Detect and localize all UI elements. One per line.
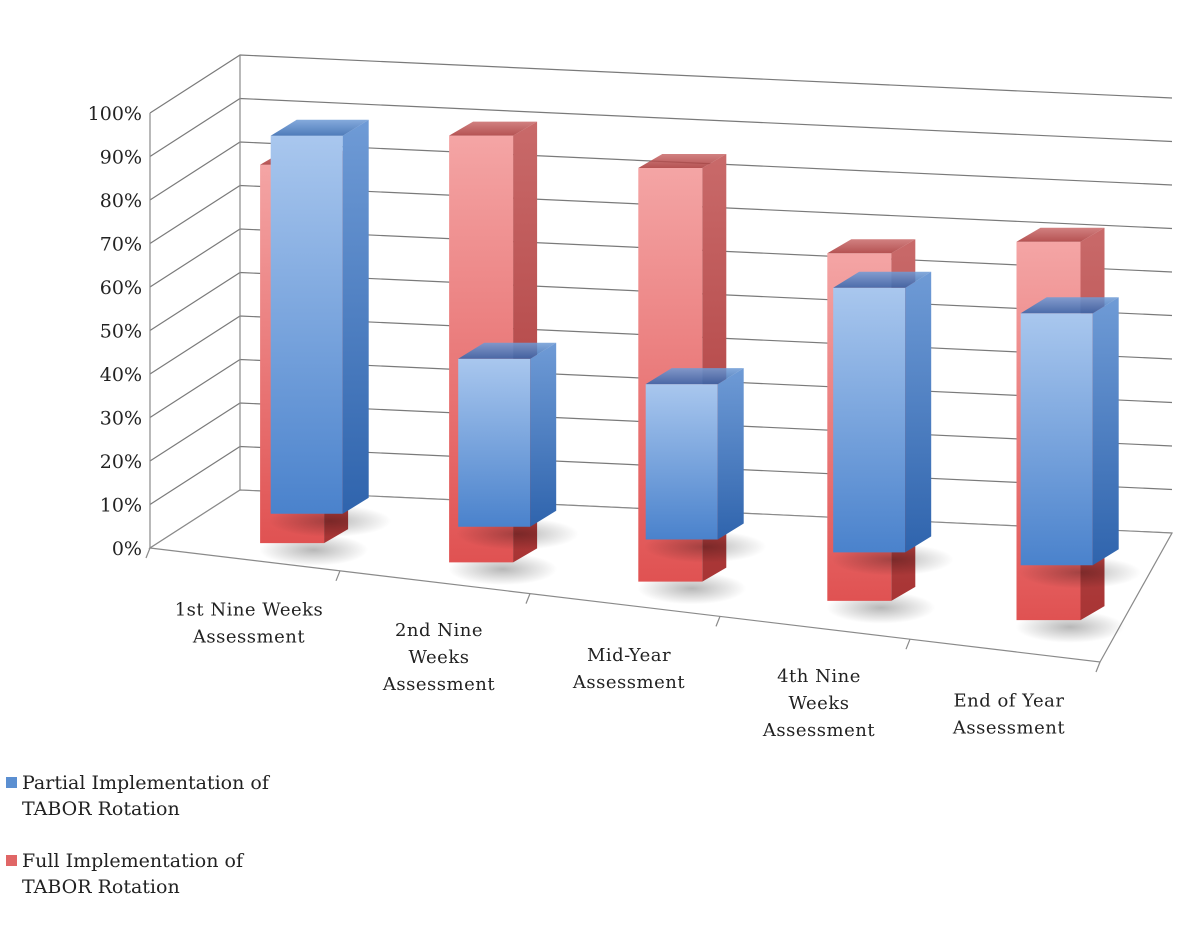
legend-swatch-partial: [6, 777, 17, 788]
x-tick-mark: [335, 570, 341, 582]
y-tick-label: 60%: [100, 277, 142, 299]
bar-top-face: [270, 119, 369, 136]
bar-side-face: [1092, 297, 1119, 566]
x-category-label: 1st Nine Weeks Assessment: [175, 599, 324, 647]
bar-side-face: [905, 271, 932, 553]
x-tick-mark: [1095, 661, 1101, 673]
bar-top-face: [458, 342, 557, 359]
bar-top-face: [1020, 297, 1119, 314]
partial-bar-1[interactable]: [268, 119, 392, 538]
bar-front-face: [270, 135, 343, 514]
bar-side-face: [530, 342, 557, 527]
x-tick-mark: [715, 616, 721, 627]
partial-bar-4[interactable]: [831, 271, 954, 576]
y-tick-label: 100%: [88, 103, 142, 125]
y-tick-label: 40%: [100, 364, 142, 386]
x-tick-mark: [525, 593, 531, 604]
bar-top-face: [645, 368, 744, 385]
partial-implementation-bars: [268, 119, 1142, 589]
legend-item-partial[interactable]: Partial Implementation of TABOR Rotation: [6, 770, 326, 822]
y-tick-label: 80%: [100, 190, 142, 212]
bar-front-face: [458, 358, 531, 527]
x-tick-mark: [145, 547, 151, 559]
y-tick-label: 50%: [100, 321, 142, 343]
bar-top-face: [449, 121, 538, 136]
bar-front-face: [1020, 313, 1093, 566]
bar-top-face: [833, 271, 932, 288]
legend-label-full: Full Implementation of TABOR Rotation: [22, 850, 243, 898]
x-category-label: Mid-Year Assessment: [572, 645, 685, 693]
y-tick-label: 20%: [100, 451, 142, 473]
bar-side-face: [342, 119, 369, 514]
x-tick-mark: [905, 638, 911, 650]
bar-side-face: [717, 368, 744, 540]
y-tick-label: 10%: [100, 495, 142, 517]
legend-item-full[interactable]: Full Implementation of TABOR Rotation: [6, 848, 326, 900]
x-category-label: End of Year Assessment: [952, 691, 1065, 739]
gridline: [149, 54, 1173, 114]
legend-swatch-full: [6, 855, 17, 866]
bar-front-face: [833, 287, 906, 553]
y-tick-label: 70%: [100, 234, 142, 256]
legend-label-partial: Partial Implementation of TABOR Rotation: [22, 772, 269, 820]
bar-top-face: [1016, 227, 1105, 242]
bar-front-face: [645, 384, 718, 540]
bar-top-face: [638, 154, 727, 168]
bar-top-face: [827, 239, 916, 254]
partial-bar-3[interactable]: [643, 368, 767, 563]
legend: Partial Implementation of TABOR Rotation…: [6, 770, 326, 926]
axis-labels: 0% 10% 20% 30% 40% 50% 60% 70% 80% 90% 100% 1st Nin…: [88, 103, 1065, 741]
y-tick-label: 30%: [100, 408, 142, 430]
partial-bar-5[interactable]: [1018, 297, 1142, 589]
partial-bar-2[interactable]: [456, 342, 579, 550]
y-tick-label: 90%: [100, 147, 142, 169]
x-category-label: 2nd Nine Weeks Assessment: [382, 620, 495, 695]
y-tick-label: 0%: [112, 538, 142, 560]
x-category-label: 4th Nine Weeks Assessment: [762, 666, 875, 741]
